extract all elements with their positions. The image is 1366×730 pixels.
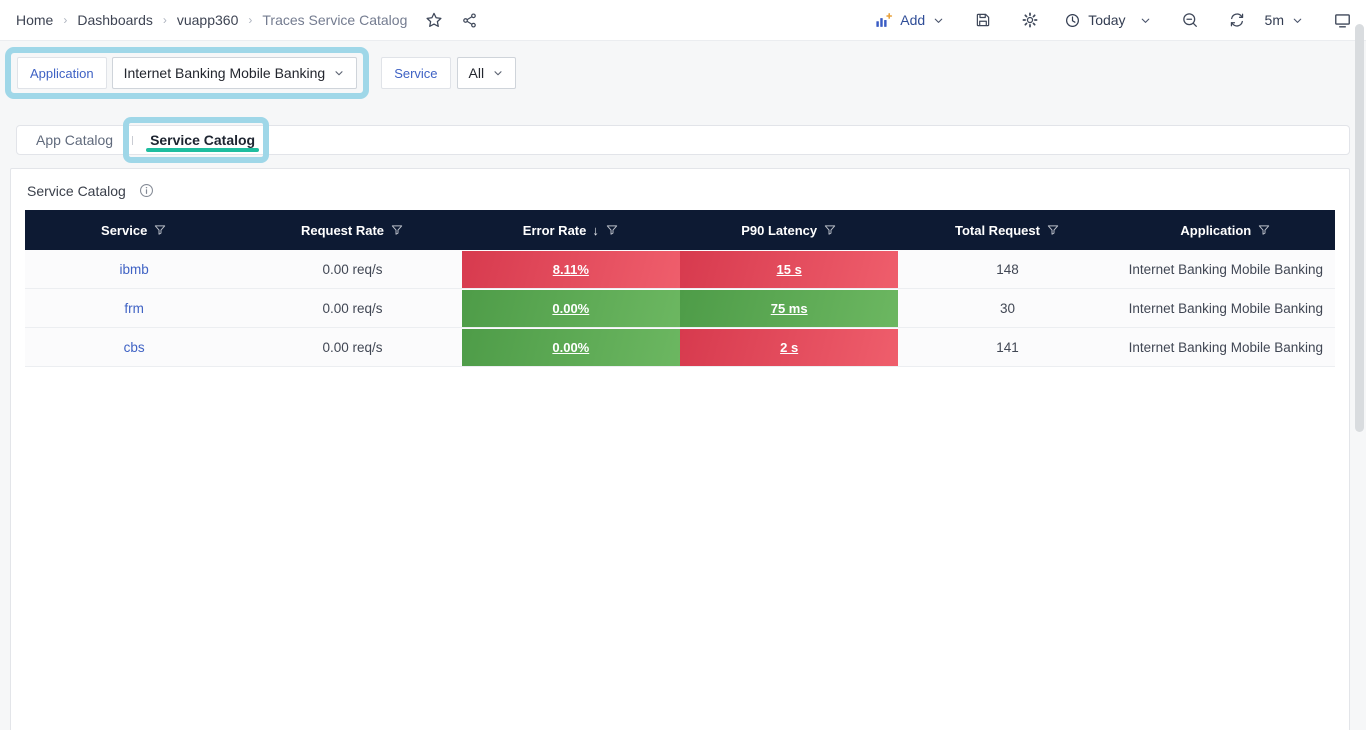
total-request-cell: 30 — [999, 300, 1015, 316]
top-nav: Home › Dashboards › vuapp360 › Traces Se… — [0, 0, 1366, 41]
filter-funnel-icon — [155, 225, 166, 235]
panel-title: Service Catalog — [27, 182, 126, 199]
error-rate-link[interactable]: 8.11% — [461, 250, 680, 288]
service-link[interactable]: cbs — [123, 339, 145, 355]
service-link[interactable]: ibmb — [119, 261, 149, 277]
panel-header: Service Catalog — [11, 169, 1349, 210]
refresh-interval-label: 5m — [1264, 12, 1284, 28]
p90-latency-link[interactable]: 15 s — [679, 250, 899, 288]
add-panel-button[interactable]: Add — [874, 11, 945, 30]
catalog-tabs: App Catalog Service Catalog — [16, 117, 1350, 163]
column-header-p90-latency[interactable]: P90 Latency — [680, 210, 898, 250]
dashboard-toolbar: Add Today — [874, 11, 1352, 30]
time-range-picker[interactable]: Today — [1064, 12, 1151, 29]
request-rate-cell: 0.00 req/s — [322, 300, 383, 316]
application-filter-label: Application — [17, 57, 107, 89]
tab-service-catalog[interactable]: Service Catalog — [133, 126, 272, 154]
page-scrollbar-thumb[interactable] — [1355, 24, 1364, 432]
add-label: Add — [900, 12, 926, 28]
column-header-service[interactable]: Service — [25, 210, 243, 250]
filter-funnel-icon — [1047, 225, 1059, 235]
chevron-down-icon — [335, 71, 343, 76]
chevron-down-icon — [1293, 18, 1302, 23]
tab-app-catalog[interactable]: App Catalog — [17, 126, 132, 154]
service-catalog-table: Service Request Rate Error Rate ↓ P90 La… — [25, 210, 1335, 367]
filter-funnel-icon — [606, 225, 618, 235]
table-row: frm 0.00 req/s 0.00% 75 ms 30 Internet B… — [25, 289, 1335, 328]
table-row: cbs 0.00 req/s 0.00% 2 s 141 Internet Ba… — [25, 328, 1335, 367]
breadcrumb-current-page: Traces Service Catalog — [262, 12, 408, 28]
total-request-cell: 148 — [996, 261, 1019, 277]
kiosk-monitor-icon[interactable] — [1333, 11, 1352, 30]
chevron-down-icon — [1141, 18, 1149, 23]
p90-latency-cell: 75 ms — [679, 289, 899, 327]
settings-gear-icon[interactable] — [1021, 11, 1039, 29]
table-row: ibmb 0.00 req/s 8.11% 15 s 148 Internet … — [25, 250, 1335, 289]
error-rate-cell: 8.11% — [461, 250, 680, 288]
time-range-label: Today — [1088, 12, 1126, 28]
add-chart-icon — [876, 12, 893, 27]
request-rate-cell: 0.00 req/s — [322, 339, 383, 355]
breadcrumb-folder[interactable]: vuapp360 — [176, 12, 239, 28]
column-header-total-request[interactable]: Total Request — [898, 210, 1116, 250]
error-rate-link[interactable]: 0.00% — [461, 289, 680, 327]
chevron-down-icon — [494, 71, 502, 76]
service-filter-label: Service — [381, 57, 451, 89]
application-filter-dropdown[interactable]: Internet Banking Mobile Banking — [111, 57, 358, 89]
application-filter-highlight: Application Internet Banking Mobile Bank… — [5, 47, 370, 99]
service-link[interactable]: frm — [124, 300, 144, 316]
request-rate-cell: 0.00 req/s — [322, 261, 383, 277]
info-icon[interactable] — [138, 182, 155, 199]
error-rate-cell: 0.00% — [461, 328, 680, 366]
breadcrumb: Home › Dashboards › vuapp360 › Traces Se… — [16, 11, 478, 29]
error-rate-link[interactable]: 0.00% — [461, 328, 680, 366]
breadcrumb-separator: › — [63, 13, 68, 27]
tab-app-catalog-label: App Catalog — [36, 132, 114, 148]
service-filter-value: All — [468, 65, 485, 81]
application-cell: Internet Banking Mobile Banking — [1128, 261, 1323, 277]
column-header-error-rate[interactable]: Error Rate ↓ — [462, 210, 680, 250]
clock-icon — [1066, 13, 1080, 27]
save-dashboard-icon[interactable] — [974, 11, 992, 29]
service-filter: Service All — [381, 57, 517, 89]
column-header-request-rate[interactable]: Request Rate — [243, 210, 461, 250]
zoom-out-icon[interactable] — [1181, 11, 1199, 29]
breadcrumb-dashboards[interactable]: Dashboards — [77, 12, 153, 28]
filter-funnel-icon — [391, 225, 403, 235]
active-tab-underline — [146, 148, 260, 152]
application-cell: Internet Banking Mobile Banking — [1128, 300, 1323, 316]
chevron-down-icon — [934, 18, 943, 23]
share-icon[interactable] — [461, 12, 478, 29]
variables-row: Application Internet Banking Mobile Bank… — [5, 47, 1366, 99]
filter-funnel-icon — [824, 225, 836, 235]
star-icon[interactable] — [425, 11, 443, 29]
application-filter-value: Internet Banking Mobile Banking — [123, 65, 326, 81]
filter-funnel-icon — [1259, 225, 1270, 235]
breadcrumb-home[interactable]: Home — [16, 12, 54, 28]
p90-latency-cell: 2 s — [679, 328, 899, 366]
tab-separator — [132, 135, 134, 145]
service-catalog-panel: Service Catalog Service Request Rate Err… — [10, 168, 1350, 730]
refresh-icon[interactable] — [1228, 11, 1246, 29]
table-body: ibmb 0.00 req/s 8.11% 15 s 148 Internet … — [25, 250, 1335, 367]
column-header-application[interactable]: Application — [1117, 210, 1335, 250]
table-header: Service Request Rate Error Rate ↓ P90 La… — [25, 210, 1335, 250]
breadcrumb-separator: › — [248, 13, 253, 27]
tab-service-catalog-label: Service Catalog — [150, 132, 256, 148]
total-request-cell: 141 — [996, 339, 1019, 355]
sort-desc-icon: ↓ — [592, 222, 599, 238]
breadcrumb-separator: › — [162, 13, 167, 27]
error-rate-cell: 0.00% — [461, 289, 680, 327]
service-filter-dropdown[interactable]: All — [456, 57, 517, 89]
application-cell: Internet Banking Mobile Banking — [1128, 339, 1323, 355]
refresh-interval-picker[interactable]: 5m — [1265, 12, 1304, 28]
p90-latency-link[interactable]: 75 ms — [679, 289, 899, 327]
p90-latency-link[interactable]: 2 s — [679, 328, 899, 366]
p90-latency-cell: 15 s — [679, 250, 899, 288]
